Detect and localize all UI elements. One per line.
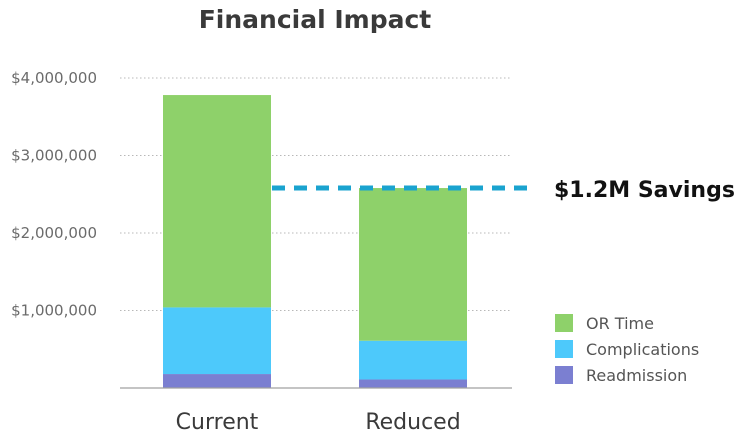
legend-label: Complications <box>586 340 699 359</box>
bar-complications-reduced <box>359 340 467 380</box>
chart-title: Financial Impact <box>198 5 432 34</box>
legend-swatch-complications <box>555 340 573 358</box>
x-tick-label: Reduced <box>365 410 460 435</box>
y-tick-label: $2,000,000 <box>11 224 97 242</box>
legend-label: Readmission <box>586 366 687 385</box>
annotation-layer: $1.2M Savings <box>272 178 735 203</box>
bar-or-time-current <box>163 95 271 308</box>
bar-complications-current <box>163 307 271 375</box>
y-tick-label: $4,000,000 <box>11 69 97 87</box>
y-tick-label: $3,000,000 <box>11 147 97 165</box>
legend-label: OR Time <box>586 314 654 333</box>
x-tick-label: Current <box>176 410 259 435</box>
axis-layer: $4,000,000 $3,000,000 $2,000,000 $1,000,000… <box>11 69 512 435</box>
legend-swatch-readmission <box>555 366 573 384</box>
legend-swatch-or-time <box>555 314 573 332</box>
bar-or-time-reduced <box>359 188 467 341</box>
y-tick-label: $1,000,000 <box>11 302 97 320</box>
savings-annotation: $1.2M Savings <box>554 178 735 203</box>
bars-layer <box>163 95 467 388</box>
bar-readmission-current <box>163 374 271 388</box>
bar-readmission-reduced <box>359 379 467 388</box>
legend-layer: OR Time Complications Readmission <box>555 314 699 385</box>
